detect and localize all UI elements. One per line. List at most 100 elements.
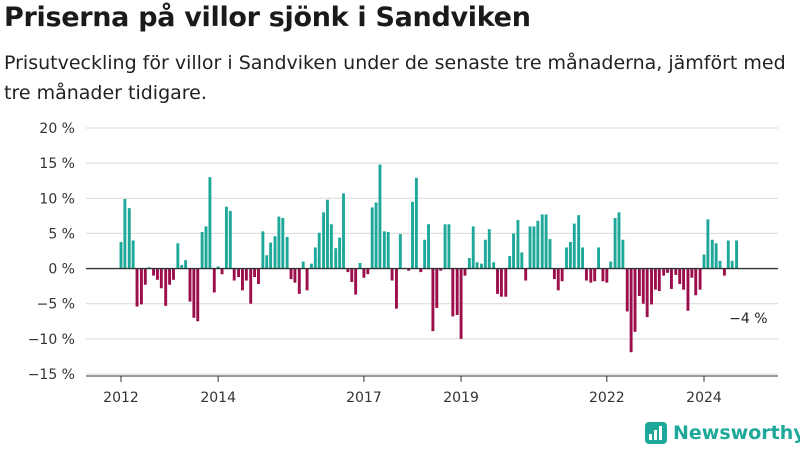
bar bbox=[346, 268, 350, 273]
bar bbox=[370, 207, 374, 269]
y-tick-label: −5 % bbox=[37, 297, 75, 313]
bar bbox=[155, 268, 159, 280]
bar bbox=[269, 242, 273, 269]
bar bbox=[261, 231, 265, 269]
bar bbox=[467, 258, 471, 269]
bar bbox=[305, 268, 309, 291]
bar bbox=[487, 229, 491, 269]
bar bbox=[176, 243, 180, 269]
y-tick-label: 15 % bbox=[39, 156, 75, 172]
bar bbox=[657, 268, 661, 292]
bar bbox=[184, 260, 188, 269]
bar bbox=[650, 268, 653, 305]
bar bbox=[483, 239, 487, 269]
bar bbox=[147, 267, 151, 269]
bar bbox=[338, 237, 342, 269]
bar bbox=[188, 268, 192, 302]
bar bbox=[362, 268, 366, 278]
bar bbox=[200, 232, 204, 269]
bar bbox=[313, 247, 317, 269]
bar bbox=[702, 254, 706, 269]
bar bbox=[253, 268, 257, 278]
bar bbox=[301, 261, 305, 269]
bar bbox=[617, 212, 621, 269]
bar bbox=[568, 241, 572, 269]
bar bbox=[447, 224, 451, 269]
bar bbox=[593, 268, 597, 282]
bar bbox=[366, 268, 370, 275]
y-tick-label: 5 % bbox=[48, 226, 75, 242]
bar bbox=[726, 240, 730, 269]
bar bbox=[492, 262, 496, 269]
bar bbox=[730, 260, 734, 269]
bar bbox=[241, 268, 244, 291]
newsworthy-logo: Newsworthy bbox=[645, 420, 800, 446]
bar bbox=[411, 201, 414, 269]
bar-chart: −15 %−10 %−5 %0 %5 %10 %15 %20 % 2012 201… bbox=[28, 121, 778, 406]
bar bbox=[358, 262, 362, 269]
bar bbox=[496, 268, 499, 294]
bar bbox=[544, 214, 548, 269]
bar bbox=[645, 268, 649, 318]
bar bbox=[536, 220, 540, 269]
bar bbox=[706, 219, 710, 269]
bar bbox=[159, 268, 163, 289]
bar bbox=[480, 263, 483, 269]
bar bbox=[354, 268, 358, 295]
bar bbox=[475, 262, 479, 269]
bar bbox=[374, 202, 378, 269]
x-tick-label: 2014 bbox=[200, 390, 236, 406]
bar bbox=[718, 260, 722, 269]
bar bbox=[131, 240, 135, 269]
x-tick-label: 2024 bbox=[686, 390, 722, 406]
chart-subtitle: Prisutveckling för villor i Sandviken un… bbox=[4, 52, 786, 104]
bar bbox=[152, 268, 156, 276]
bar bbox=[698, 268, 702, 290]
bar bbox=[395, 268, 398, 309]
bar bbox=[540, 214, 544, 269]
bar bbox=[216, 266, 220, 269]
bar bbox=[451, 268, 455, 317]
bar bbox=[443, 224, 447, 269]
x-tick-label: 2012 bbox=[103, 390, 139, 406]
bar bbox=[435, 268, 439, 308]
bar bbox=[135, 268, 139, 307]
y-axis: −15 % −10 % −5 % 0 % 5 % 10 % 15 % 20 % bbox=[28, 121, 75, 383]
bar bbox=[528, 226, 532, 269]
bar bbox=[581, 247, 584, 269]
bar bbox=[520, 252, 524, 269]
bar bbox=[143, 268, 147, 285]
bar bbox=[414, 177, 418, 269]
bar bbox=[237, 268, 241, 278]
bar bbox=[459, 268, 463, 339]
bar bbox=[504, 268, 508, 297]
bar bbox=[613, 217, 617, 269]
x-tick-label: 2022 bbox=[589, 390, 625, 406]
bar bbox=[605, 268, 609, 283]
bar bbox=[204, 226, 208, 269]
bar bbox=[123, 198, 127, 269]
bar bbox=[532, 226, 536, 269]
bar bbox=[662, 268, 666, 276]
bar bbox=[164, 268, 168, 306]
bar bbox=[577, 215, 581, 269]
x-tick-label: 2017 bbox=[346, 390, 382, 406]
bar bbox=[735, 240, 739, 269]
chart-title: Priserna på villor sjönk i Sandviken bbox=[4, 2, 531, 33]
bar bbox=[565, 247, 568, 269]
bar bbox=[423, 239, 427, 269]
bar bbox=[621, 239, 625, 269]
bar bbox=[293, 268, 297, 283]
bar bbox=[601, 268, 605, 282]
bar bbox=[512, 233, 516, 269]
bar bbox=[398, 234, 402, 269]
bar bbox=[309, 263, 313, 269]
bar bbox=[669, 268, 673, 289]
bar bbox=[572, 223, 576, 269]
latest-value-label: −4 % bbox=[729, 311, 767, 327]
x-tick-label: 2019 bbox=[443, 390, 479, 406]
bar bbox=[350, 268, 354, 282]
bar bbox=[471, 226, 475, 269]
bar bbox=[419, 268, 423, 273]
bar bbox=[439, 268, 443, 271]
